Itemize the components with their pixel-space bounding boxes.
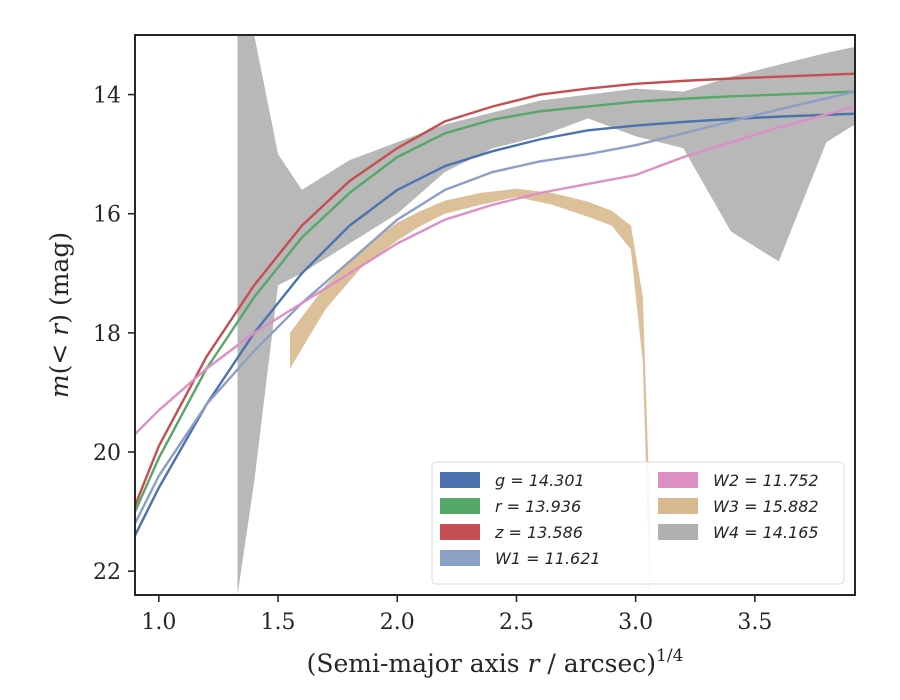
legend-swatch bbox=[658, 472, 698, 488]
series-0-line bbox=[135, 112, 855, 536]
x-axis: 1.0 1.5 2.0 2.5 3.0 3.5 bbox=[141, 595, 772, 635]
legend-swatch bbox=[658, 524, 698, 540]
y-tick-label: 14 bbox=[93, 84, 121, 109]
y-axis-title: m(< r) (mag) bbox=[45, 232, 74, 398]
legend-swatch bbox=[440, 498, 480, 514]
legend-label: W1 = 11.621 bbox=[495, 549, 601, 568]
y-tick-label: 22 bbox=[93, 560, 121, 585]
plot-frame bbox=[134, 34, 856, 596]
legend-swatch bbox=[440, 472, 480, 488]
y-tick-label: 20 bbox=[93, 441, 121, 466]
legend-label: r = 13.936 bbox=[495, 497, 581, 516]
x-tick-label: 3.0 bbox=[618, 610, 653, 635]
legend-label: W4 = 14.165 bbox=[713, 523, 819, 542]
x-axis-title: (Semi-major axis r / arcsec)1/4 bbox=[307, 646, 684, 678]
x-tick-label: 2.5 bbox=[499, 610, 534, 635]
y-tick-label: 18 bbox=[93, 322, 121, 347]
legend-label: W2 = 11.752 bbox=[713, 471, 819, 490]
series-4-line bbox=[135, 105, 855, 435]
legend-swatch bbox=[658, 498, 698, 514]
x-tick-label: 2.0 bbox=[380, 610, 415, 635]
curve-lines bbox=[135, 72, 855, 536]
legend-label: z = 13.586 bbox=[494, 523, 583, 542]
legend-label: W3 = 15.882 bbox=[713, 497, 819, 516]
legend: g = 14.301 r = 13.936 z = 13.586 W1 = 11.62… bbox=[431, 461, 845, 585]
x-tick-label: 1.0 bbox=[141, 610, 176, 635]
series-6-band bbox=[237, 35, 855, 595]
y-tick-label: 16 bbox=[93, 203, 121, 228]
series-2-line bbox=[135, 72, 855, 507]
uncertainty-bands bbox=[237, 35, 855, 595]
y-axis: 14 16 18 20 22 bbox=[93, 84, 135, 585]
x-tick-label: 3.5 bbox=[737, 610, 772, 635]
series-1-line bbox=[135, 90, 855, 513]
series-3-line bbox=[135, 90, 855, 525]
legend-box bbox=[431, 461, 845, 585]
legend-swatch bbox=[440, 550, 480, 566]
x-tick-label: 1.5 bbox=[261, 610, 296, 635]
legend-label: g = 14.301 bbox=[495, 471, 585, 490]
legend-swatch bbox=[440, 524, 480, 540]
